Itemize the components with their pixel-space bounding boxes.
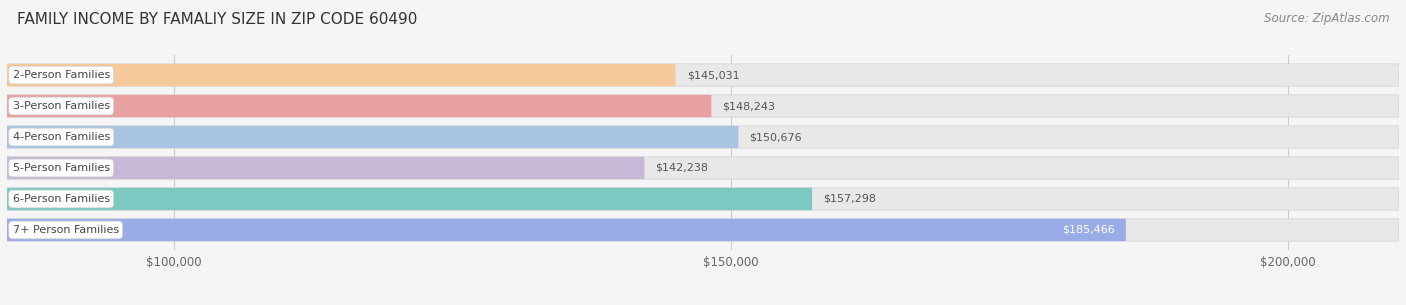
FancyBboxPatch shape <box>7 126 1399 148</box>
FancyBboxPatch shape <box>7 188 813 210</box>
Text: 5-Person Families: 5-Person Families <box>13 163 110 173</box>
Text: $185,466: $185,466 <box>1062 225 1115 235</box>
FancyBboxPatch shape <box>7 188 1399 210</box>
Text: 6-Person Families: 6-Person Families <box>13 194 110 204</box>
FancyBboxPatch shape <box>7 64 675 86</box>
Text: Source: ZipAtlas.com: Source: ZipAtlas.com <box>1264 12 1389 25</box>
FancyBboxPatch shape <box>7 95 711 117</box>
Text: 3-Person Families: 3-Person Families <box>13 101 110 111</box>
FancyBboxPatch shape <box>7 219 1399 241</box>
Text: FAMILY INCOME BY FAMALIY SIZE IN ZIP CODE 60490: FAMILY INCOME BY FAMALIY SIZE IN ZIP COD… <box>17 12 418 27</box>
FancyBboxPatch shape <box>7 157 644 179</box>
Text: 7+ Person Families: 7+ Person Families <box>13 225 118 235</box>
FancyBboxPatch shape <box>7 126 738 148</box>
Text: 4-Person Families: 4-Person Families <box>13 132 110 142</box>
Text: 2-Person Families: 2-Person Families <box>13 70 110 80</box>
Text: $150,676: $150,676 <box>749 132 803 142</box>
FancyBboxPatch shape <box>7 219 1126 241</box>
FancyBboxPatch shape <box>7 157 1399 179</box>
Text: $142,238: $142,238 <box>655 163 709 173</box>
FancyBboxPatch shape <box>7 95 1399 117</box>
Text: $145,031: $145,031 <box>686 70 740 80</box>
FancyBboxPatch shape <box>7 64 1399 86</box>
Text: $148,243: $148,243 <box>723 101 776 111</box>
Text: $157,298: $157,298 <box>824 194 876 204</box>
